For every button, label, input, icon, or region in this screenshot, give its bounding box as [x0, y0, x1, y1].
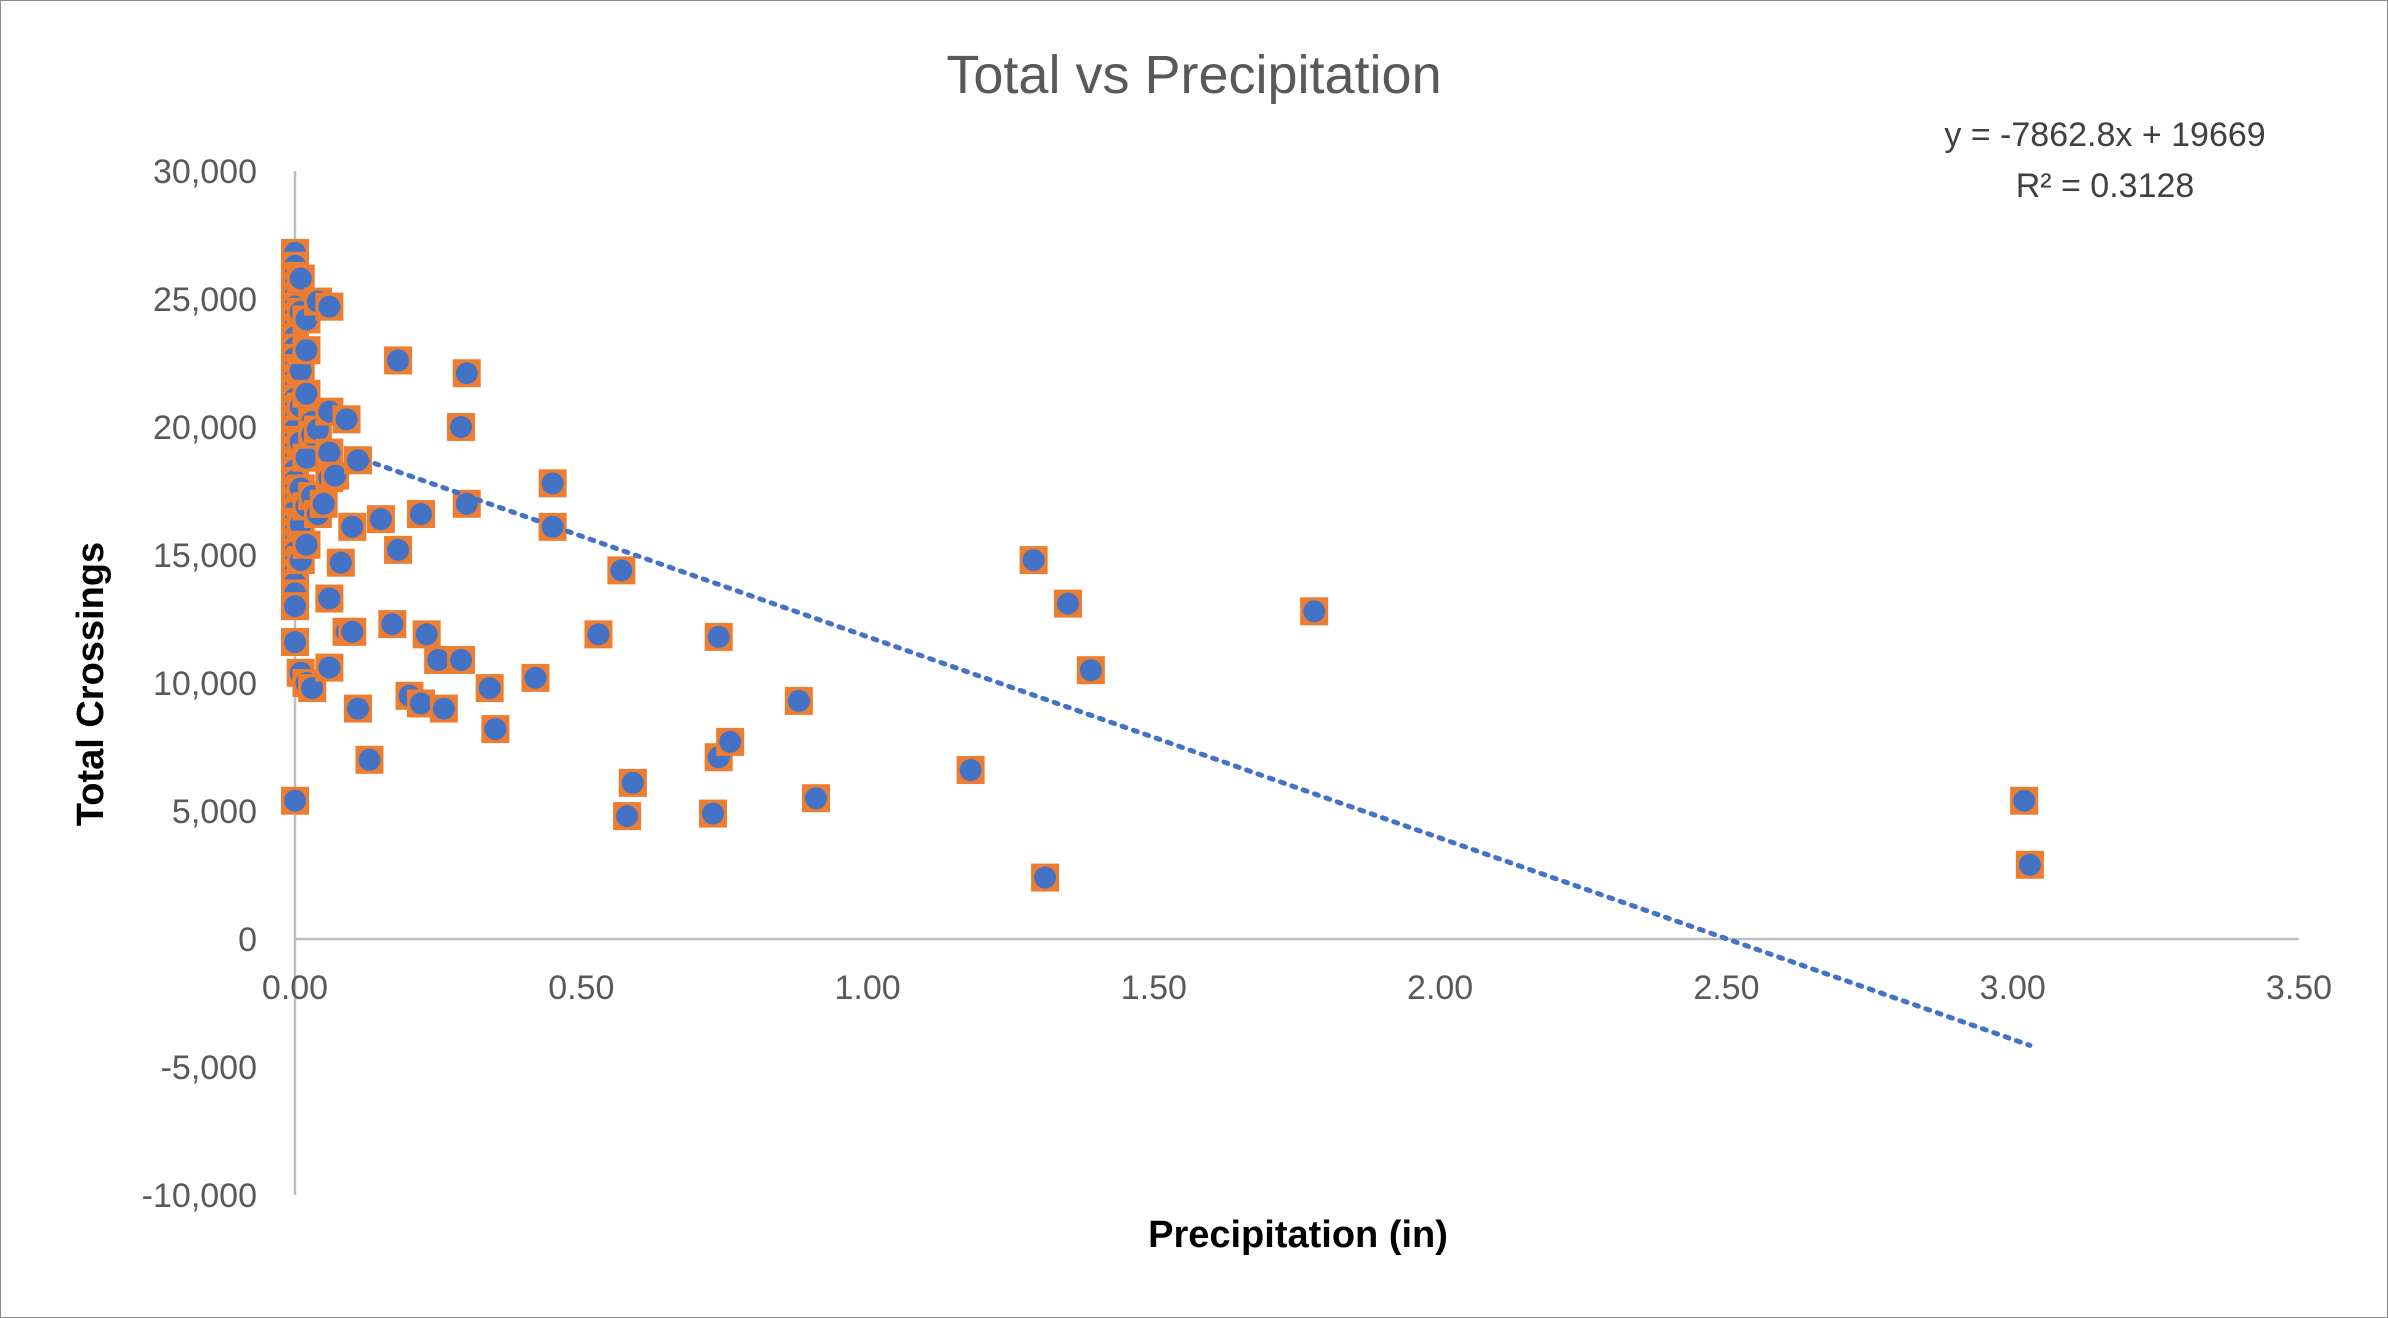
data-point [521, 663, 550, 692]
trendline-equation: y = -7862.8x + 19669 [1944, 116, 2265, 154]
data-point [475, 674, 504, 703]
data-point [447, 413, 476, 441]
data-point [309, 489, 338, 518]
data-point [355, 745, 384, 774]
x-tick-label: 3.50 [2266, 969, 2332, 1007]
trendline [349, 453, 2033, 1048]
data-point [286, 264, 315, 293]
x-tick-label: 0.00 [262, 969, 328, 1007]
data-point [538, 469, 567, 498]
data-point [292, 336, 321, 365]
data-point [618, 768, 647, 797]
y-tick-label: 20,000 [153, 409, 257, 447]
x-tick-label: 3.00 [1980, 969, 2046, 1007]
data-point [2015, 850, 2044, 879]
data-point [332, 405, 361, 434]
data-point [716, 727, 745, 756]
data-points [281, 238, 2044, 892]
data-point [315, 584, 344, 613]
x-axis-title: Precipitation (in) [1148, 1214, 1448, 1256]
data-point [384, 535, 413, 564]
data-point [281, 628, 309, 657]
y-axis-title: Total Crossings [70, 542, 112, 826]
data-point [343, 694, 372, 723]
y-tick-label: 30,000 [153, 153, 257, 191]
data-point [704, 622, 733, 651]
data-point [298, 674, 327, 703]
data-point [384, 346, 413, 375]
data-point [802, 784, 831, 813]
data-point [1019, 546, 1048, 575]
data-point [452, 359, 481, 388]
data-point [2010, 786, 2039, 815]
data-point [1300, 597, 1329, 626]
data-point [338, 617, 367, 646]
data-point [1031, 863, 1060, 892]
data-point [281, 592, 309, 621]
data-point [956, 756, 985, 785]
data-point [607, 556, 636, 585]
data-point [613, 802, 642, 831]
x-tick-label: 1.50 [1121, 969, 1187, 1007]
data-point [481, 715, 510, 744]
data-point [315, 653, 344, 682]
data-point [366, 505, 395, 534]
y-tick-label: 15,000 [153, 537, 257, 575]
data-point [378, 610, 407, 639]
y-tick-label: 10,000 [153, 665, 257, 703]
x-tick-label: 2.50 [1693, 969, 1759, 1007]
x-tick-label: 0.50 [548, 969, 614, 1007]
data-point [1053, 589, 1082, 618]
data-point [538, 512, 567, 541]
data-point [412, 620, 441, 649]
data-point [338, 512, 367, 541]
data-point [292, 530, 321, 559]
data-point [784, 686, 813, 715]
y-tick-label: 0 [238, 921, 257, 959]
data-point [1076, 656, 1105, 685]
data-point [584, 620, 613, 649]
x-tick-label: 1.00 [834, 969, 900, 1007]
y-tick-label: -5,000 [161, 1049, 257, 1087]
x-tick-label: 2.00 [1407, 969, 1473, 1007]
data-point [315, 292, 344, 321]
trendline-r2: R² = 0.3128 [2016, 167, 2195, 205]
chart-title: Total vs Precipitation [946, 45, 1441, 105]
data-point [447, 645, 476, 674]
y-tick-label: -10,000 [142, 1177, 257, 1215]
data-point [326, 548, 355, 577]
y-tick-label: 25,000 [153, 281, 257, 319]
y-tick-labels: -10,000 -5,000 0 5,000 10,000 15,000 20,000 25,… [142, 153, 257, 1215]
data-point [698, 799, 727, 828]
data-point [429, 694, 458, 723]
data-point [281, 786, 309, 815]
x-tick-labels: 0.00 0.50 1.00 1.50 2.00 2.50 3.00 3.50 [262, 969, 2332, 1007]
data-point [406, 500, 435, 529]
y-tick-label: 5,000 [172, 793, 257, 831]
